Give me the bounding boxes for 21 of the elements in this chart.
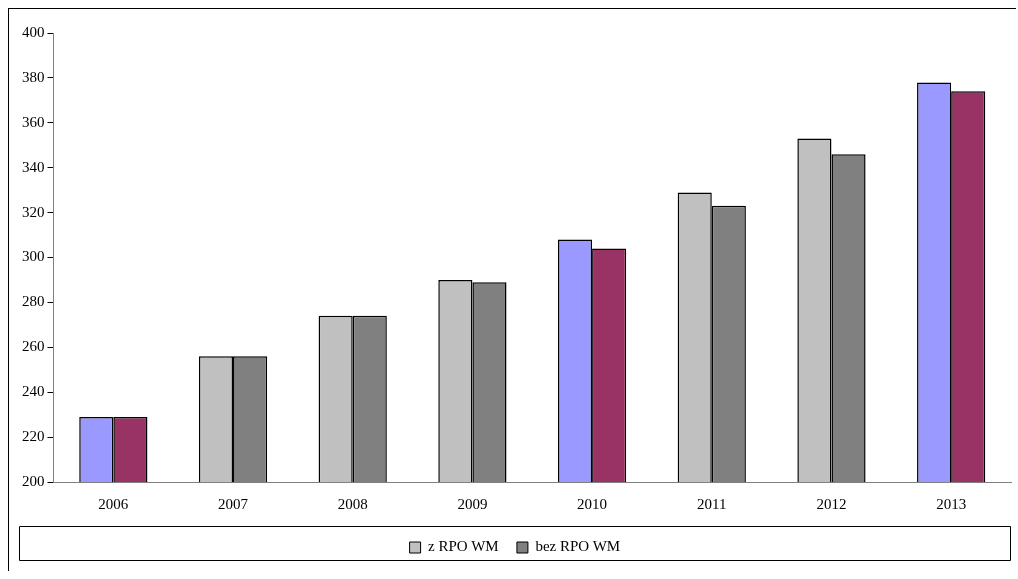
- y-tick-label: 280: [22, 293, 45, 310]
- y-tick-label: 400: [22, 23, 45, 40]
- y-tick-label: 380: [22, 68, 45, 85]
- x-tick-label: 2013: [936, 495, 967, 512]
- x-tick-label: 2010: [577, 495, 608, 512]
- y-tick-label: 360: [22, 113, 45, 130]
- x-tick-label: 2011: [697, 495, 727, 512]
- y-tick-label: 260: [22, 338, 45, 355]
- y-tick-label: 220: [22, 428, 45, 445]
- y-tick-label: 320: [22, 203, 45, 220]
- x-tick-label: 2008: [337, 495, 368, 512]
- legend-label: z RPO WM: [428, 538, 499, 555]
- y-tick-label: 200: [22, 472, 45, 489]
- x-tick-label: 2009: [457, 495, 488, 512]
- x-tick-label: 2007: [218, 495, 249, 512]
- y-tick-label: 340: [22, 158, 45, 175]
- y-tick-label: 300: [22, 248, 45, 265]
- legend-label: bez RPO WM: [535, 538, 621, 555]
- x-tick-label: 2006: [98, 495, 129, 512]
- x-tick-label: 2012: [816, 495, 847, 512]
- y-tick-label: 240: [22, 383, 45, 400]
